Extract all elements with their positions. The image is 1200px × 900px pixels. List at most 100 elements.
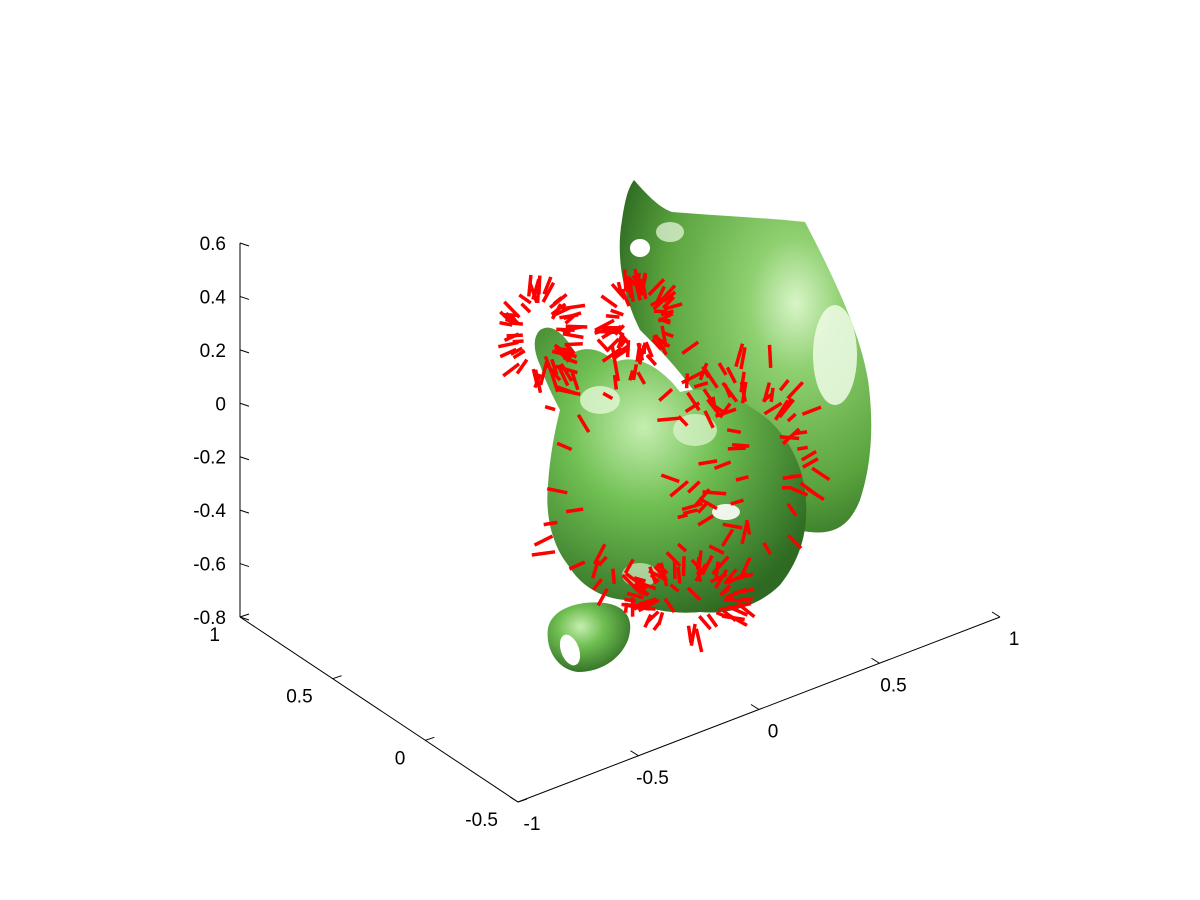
quiver-vector bbox=[637, 344, 646, 365]
quiver-vector bbox=[740, 556, 752, 577]
quiver-vector bbox=[658, 317, 671, 325]
quiver-vector bbox=[559, 362, 574, 382]
quiver-vector bbox=[612, 357, 621, 382]
quiver-vector bbox=[625, 340, 631, 358]
surface-blob-hole bbox=[712, 504, 740, 520]
quiver-vector bbox=[786, 502, 798, 517]
quiver-vector bbox=[533, 534, 554, 547]
quiver-vector bbox=[499, 347, 518, 359]
quiver-vector bbox=[594, 318, 615, 332]
y-ticks: -0.5 0 0.5 1 bbox=[209, 613, 528, 831]
quiver-vector bbox=[499, 320, 513, 327]
isosurface bbox=[534, 180, 872, 672]
quiver-vector bbox=[602, 391, 614, 401]
quiver-vector bbox=[612, 374, 619, 390]
quiver-vector bbox=[802, 457, 819, 469]
quiver-vector bbox=[646, 599, 658, 608]
x-tick-label: 1 bbox=[1009, 629, 1020, 650]
quiver-vector bbox=[633, 268, 641, 290]
y-tick-mark bbox=[425, 736, 435, 741]
quiver-vector bbox=[568, 560, 586, 571]
quiver-vector bbox=[556, 441, 573, 452]
quiver-vector bbox=[550, 302, 567, 316]
quiver-vector bbox=[631, 363, 639, 381]
x-tick-mark bbox=[630, 750, 639, 757]
quiver-vector bbox=[637, 578, 648, 591]
quiver-vector bbox=[761, 393, 773, 403]
y-tick-label: 0.5 bbox=[286, 687, 312, 708]
quiver-vector bbox=[677, 415, 689, 427]
quiver-vector bbox=[512, 349, 526, 360]
quiver-vector bbox=[546, 486, 568, 495]
x-ticks: -1 -0.5 0 0.5 1 bbox=[509, 611, 1020, 835]
quiver-vector bbox=[520, 302, 532, 314]
quiver-vector bbox=[698, 362, 709, 381]
quiver-vector bbox=[527, 274, 533, 297]
quiver-vector bbox=[800, 449, 817, 462]
quiver-vector bbox=[739, 371, 746, 393]
quiver-vector bbox=[613, 324, 626, 336]
quiver-vector bbox=[698, 459, 718, 466]
y-tick-label: 1 bbox=[209, 625, 220, 646]
quiver-vector bbox=[801, 405, 822, 416]
quiver-vector bbox=[782, 397, 793, 413]
quiver-vector bbox=[725, 366, 737, 384]
quiver-vector bbox=[531, 550, 556, 557]
quiver-vector bbox=[663, 597, 676, 614]
quiver-vector bbox=[697, 514, 715, 527]
quiver-vector bbox=[611, 568, 616, 584]
quiver-vector bbox=[702, 388, 715, 404]
quiver-vector bbox=[711, 555, 730, 576]
quiver-vector bbox=[702, 490, 727, 496]
quiver-vector bbox=[681, 501, 704, 512]
quiver-vector bbox=[565, 507, 584, 514]
quiver-vector bbox=[781, 427, 801, 446]
z-tick-label: 0.6 bbox=[200, 234, 226, 255]
quiver-vector bbox=[693, 381, 709, 389]
quiver-vector bbox=[512, 339, 524, 344]
z-tick-mark bbox=[239, 242, 250, 247]
quiver-vector bbox=[621, 573, 640, 593]
quiver-vector bbox=[763, 401, 783, 416]
quiver-vector bbox=[740, 605, 756, 619]
quiver-vector bbox=[623, 602, 629, 613]
quiver-vector bbox=[669, 480, 690, 498]
quiver-vector bbox=[515, 358, 529, 375]
quiver-vector bbox=[651, 338, 663, 351]
quiver-vector bbox=[731, 443, 750, 448]
quiver-vector bbox=[562, 332, 584, 340]
y-axis-line bbox=[239, 616, 519, 803]
y-tick-label: 0 bbox=[395, 748, 406, 769]
quiver-vector bbox=[711, 396, 717, 410]
quiver-vector bbox=[623, 558, 635, 575]
quiver-vector bbox=[657, 416, 680, 422]
quiver-vector bbox=[531, 368, 540, 387]
quiver-vector bbox=[689, 623, 697, 647]
quiver-vector bbox=[786, 533, 803, 550]
quiver-vector bbox=[797, 445, 808, 451]
quiver-vector bbox=[499, 310, 513, 324]
quiver-vector bbox=[506, 333, 523, 338]
quiver-vector bbox=[645, 353, 658, 367]
quiver-vector bbox=[662, 290, 677, 303]
quiver-vector bbox=[639, 274, 648, 296]
quiver-vector bbox=[734, 343, 745, 368]
quiver-vector bbox=[644, 341, 654, 358]
quiver-vector bbox=[620, 288, 631, 307]
axes: -0.8-0.6-0.4-0.200.20.40.6 -0.500.51 -1-… bbox=[193, 234, 1019, 835]
quiver-vector bbox=[643, 613, 653, 629]
quiver-vector bbox=[703, 410, 715, 429]
quiver-vector bbox=[552, 296, 563, 306]
quiver-vector bbox=[616, 281, 624, 295]
quiver-vector bbox=[799, 481, 820, 498]
y-tick-mark bbox=[517, 798, 528, 803]
quiver-vector bbox=[681, 370, 704, 385]
quiver-vector bbox=[570, 371, 580, 391]
quiver-vector bbox=[700, 554, 714, 576]
quiver-vector bbox=[559, 327, 571, 335]
quiver-vector bbox=[660, 309, 674, 317]
quiver-vector bbox=[786, 381, 804, 400]
z-tick-label: -0.4 bbox=[193, 501, 226, 522]
y-tick-mark bbox=[239, 613, 250, 618]
